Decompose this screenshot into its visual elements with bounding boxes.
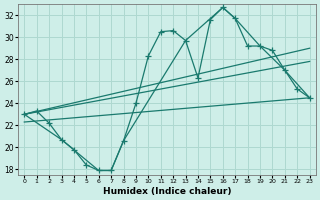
X-axis label: Humidex (Indice chaleur): Humidex (Indice chaleur) bbox=[103, 187, 231, 196]
